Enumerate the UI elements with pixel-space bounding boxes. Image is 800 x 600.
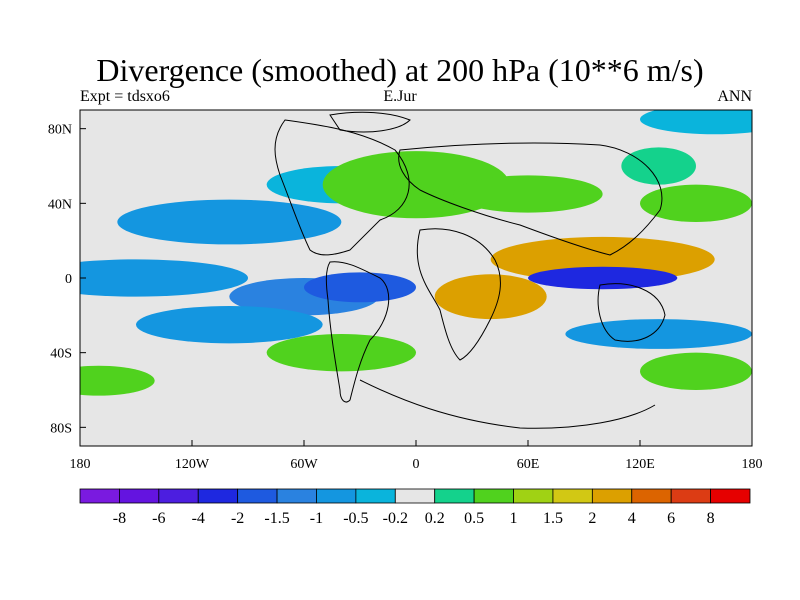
coastline-south-america: [325, 261, 390, 403]
y-tick-label: 80S: [50, 421, 72, 436]
coastline-eurasia: [398, 142, 663, 256]
field-blob: [80, 365, 155, 396]
field-blob: [453, 175, 603, 213]
colorbar-swatch: [631, 488, 672, 504]
colorbar-label: -2: [231, 510, 244, 527]
colorbar-swatch: [710, 488, 751, 504]
field-blob: [640, 352, 752, 391]
plot-frame: [79, 109, 753, 447]
colorbar-swatch: [670, 488, 711, 504]
field-blob: [136, 306, 323, 344]
colorbar-swatch: [316, 488, 357, 504]
field-blob: [490, 236, 715, 282]
field-blob: [640, 184, 752, 222]
colorbar-label: 1.5: [543, 510, 563, 527]
chart-title: Divergence (smoothed) at 200 hPa (10**6 …: [96, 52, 704, 88]
colorbar-swatch: [119, 488, 160, 504]
colorbar-label: -0.2: [383, 510, 408, 527]
colorbar-label: 0.2: [425, 510, 445, 527]
colorbar-label: 0.5: [464, 510, 484, 527]
x-tick-label: 180: [70, 457, 91, 472]
colorbar-swatch: [434, 488, 475, 504]
colorbar-swatch: [473, 488, 514, 504]
colorbar-label: -1.5: [264, 510, 289, 527]
field-blob: [304, 272, 416, 303]
divergence-field: [80, 110, 752, 396]
x-tick-label: 120W: [175, 457, 210, 472]
colorbar-label: -8: [113, 510, 126, 527]
field-blob: [80, 259, 248, 297]
y-axis: 80N 40N 0 40S 80S: [48, 123, 86, 436]
colorbar-swatch: [197, 488, 239, 504]
colorbar-label: -6: [152, 510, 165, 527]
colorbar-swatch: [237, 488, 278, 504]
field-blob: [117, 199, 342, 245]
colorbar: -8 -6 -4 -2 -1.5 -1 -0.5 -0.2 0.2 0.5 1 1.5 2 4 6 8: [79, 488, 751, 527]
coastline-australia: [597, 283, 666, 342]
coastline-antarctica: [359, 379, 656, 429]
colorbar-swatch: [158, 488, 199, 504]
colorbar-label: -4: [192, 510, 205, 527]
field-blob: [565, 319, 752, 349]
field-blob: [528, 266, 678, 290]
colorbar-label: 1: [510, 510, 518, 527]
x-tick-label: 60W: [290, 457, 318, 472]
coastline-greenland: [329, 111, 411, 133]
colorbar-swatch: [552, 488, 593, 504]
plot-area: 180 120W 60W 0 60E 120E 180 80N 40N 0 40S 80S: [48, 109, 763, 472]
colorbar-swatch: [591, 488, 633, 504]
x-tick-label: 60E: [517, 457, 540, 472]
colorbar-label: -1: [310, 510, 323, 527]
coastlines: [274, 111, 666, 429]
field-blob: [434, 274, 547, 320]
case-label: E.Jur: [383, 88, 417, 105]
y-tick-label: 80N: [48, 123, 72, 138]
colorbar-swatch: [394, 488, 436, 504]
colorbar-swatch: [79, 488, 120, 504]
colorbar-label: 6: [667, 510, 675, 527]
colorbar-label: 8: [707, 510, 715, 527]
y-tick-label: 40N: [48, 197, 72, 212]
colorbar-swatch: [355, 488, 396, 504]
x-tick-label: 120E: [625, 457, 655, 472]
x-tick-label: 0: [413, 457, 420, 472]
experiment-label: Expt = tdsxo6: [80, 88, 170, 105]
y-tick-label: 0: [65, 272, 72, 287]
season-label: ANN: [717, 88, 752, 105]
field-blob: [621, 147, 697, 185]
field-blob: [266, 334, 416, 372]
colorbar-swatch: [276, 488, 317, 504]
colorbar-label: 2: [588, 510, 596, 527]
colorbar-label: 4: [628, 510, 636, 527]
coastline-africa: [416, 228, 501, 361]
y-tick-label: 40S: [50, 347, 72, 362]
colorbar-label: -0.5: [343, 510, 368, 527]
coastline-north-america: [274, 119, 410, 256]
x-tick-label: 180: [742, 457, 763, 472]
x-axis: 180 120W 60W 0 60E 120E 180: [70, 440, 763, 472]
colorbar-swatch: [513, 488, 554, 504]
field-blob: [640, 110, 752, 135]
